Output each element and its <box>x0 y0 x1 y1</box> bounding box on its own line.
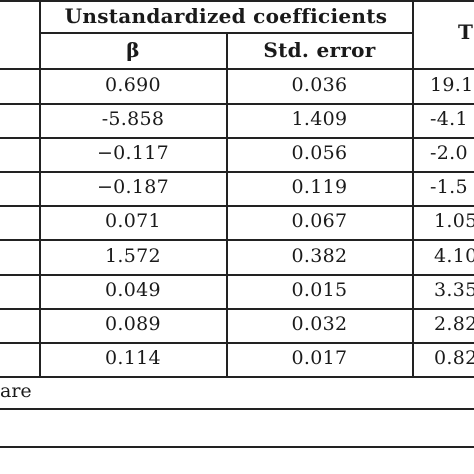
cell-t: 3.35 <box>434 279 474 301</box>
row-rule <box>0 274 474 276</box>
column-rule <box>39 0 41 377</box>
header-unstandardized-coefficients: Unstandardized coefficients <box>64 4 388 28</box>
cell-std-error: 0.119 <box>291 176 348 198</box>
row-rule <box>0 137 474 139</box>
cell-t: -4.1 <box>430 108 468 130</box>
cell-beta: 0.690 <box>105 74 161 96</box>
cell-t: -2.0 <box>430 142 468 164</box>
cell-beta: 1.572 <box>105 245 161 267</box>
cell-std-error: 0.032 <box>291 313 348 335</box>
header-subrule <box>40 32 412 34</box>
cell-beta: −0.117 <box>96 142 170 164</box>
cell-beta: 0.089 <box>105 313 161 335</box>
cell-std-error: 0.382 <box>291 245 348 267</box>
header-rule <box>0 68 474 70</box>
row-rule <box>0 171 474 173</box>
table-note: are <box>0 380 32 402</box>
cell-std-error: 0.017 <box>291 347 348 369</box>
header-beta: β <box>126 38 140 62</box>
cell-t: 0.82 <box>434 347 474 369</box>
cell-t: 1.05 <box>434 210 474 232</box>
cell-std-error: 1.409 <box>291 108 348 130</box>
cell-t: 2.82 <box>434 313 474 335</box>
footer-rule <box>0 408 474 410</box>
row-rule <box>0 342 474 344</box>
cell-beta: 0.049 <box>105 279 161 301</box>
table-rule-top <box>0 0 474 2</box>
cell-std-error: 0.015 <box>291 279 348 301</box>
header-t: T <box>458 20 474 44</box>
cell-std-error: 0.056 <box>291 142 348 164</box>
cell-beta: -5.858 <box>101 108 165 130</box>
footer-rule-bottom <box>0 446 474 448</box>
cell-beta: 0.071 <box>105 210 161 232</box>
cell-t: 19.1 <box>430 74 474 96</box>
cell-beta: 0.114 <box>105 347 161 369</box>
cell-std-error: 0.036 <box>291 74 348 96</box>
row-rule <box>0 308 474 310</box>
cell-t: -1.5 <box>430 176 468 198</box>
column-rule <box>226 33 228 377</box>
cell-beta: −0.187 <box>96 176 170 198</box>
row-rule <box>0 239 474 241</box>
cell-t: 4.10 <box>434 245 474 267</box>
column-rule <box>412 0 414 377</box>
row-rule <box>0 205 474 207</box>
row-rule <box>0 103 474 105</box>
row-rule <box>0 376 474 378</box>
cell-std-error: 0.067 <box>291 210 348 232</box>
header-std-error: Std. error <box>263 38 376 62</box>
